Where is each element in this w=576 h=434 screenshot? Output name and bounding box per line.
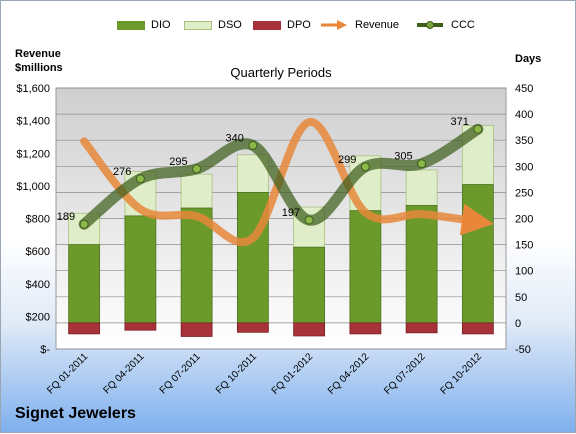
left-tick-label: $600 bbox=[26, 246, 50, 258]
left-axis-title-line2: $millions bbox=[15, 62, 63, 74]
legend-label-dio: DIO bbox=[151, 19, 171, 31]
ccc-data-label: 295 bbox=[169, 156, 187, 168]
dso-bar bbox=[405, 169, 438, 206]
ccc-data-label: 189 bbox=[57, 211, 75, 223]
ccc-point bbox=[360, 162, 370, 172]
right-tick-label: 200 bbox=[515, 214, 533, 226]
dpo-bar bbox=[293, 322, 326, 337]
ccc-data-label: 305 bbox=[394, 151, 412, 163]
left-axis-title: Revenue $millions bbox=[15, 47, 63, 75]
category-tick-label: FQ 04-2011 bbox=[102, 351, 147, 396]
ccc-point bbox=[79, 219, 89, 229]
dpo-bar bbox=[349, 322, 382, 335]
right-tick-label: 300 bbox=[515, 161, 533, 173]
ccc-line bbox=[78, 123, 484, 230]
ccc-data-label: 340 bbox=[226, 132, 244, 144]
legend-label-revenue: Revenue bbox=[355, 19, 400, 31]
category-tick-label: FQ 10-2011 bbox=[214, 351, 259, 396]
category-tick-label: FQ 07-2011 bbox=[158, 351, 203, 396]
ccc-data-label: 276 bbox=[113, 166, 131, 178]
legend-swatch-dso bbox=[184, 20, 212, 30]
dpo-bar bbox=[405, 322, 438, 334]
right-tick-label: 400 bbox=[515, 109, 533, 121]
ccc-data-label: 197 bbox=[282, 207, 300, 219]
ccc-point bbox=[248, 140, 258, 150]
left-tick-label: $800 bbox=[26, 214, 50, 226]
legend-item-dpo: DPO bbox=[253, 17, 311, 33]
legend-label-ccc: CCC bbox=[451, 19, 475, 31]
dio-bar bbox=[405, 205, 438, 324]
dio-bar bbox=[68, 244, 101, 324]
dio-bar bbox=[349, 210, 382, 324]
dpo-bar bbox=[236, 322, 269, 333]
dso-bar bbox=[180, 173, 213, 209]
category-tick-label: FQ 10-2012 bbox=[438, 351, 484, 397]
dio-bar bbox=[180, 207, 213, 324]
left-tick-label: $1,600 bbox=[16, 83, 50, 95]
legend-label-dso: DSO bbox=[218, 19, 242, 31]
dpo-bar bbox=[68, 322, 101, 335]
ccc-data-label: 371 bbox=[451, 116, 469, 128]
left-tick-label: $400 bbox=[26, 279, 50, 291]
ccc-data-label: 299 bbox=[338, 154, 356, 166]
legend-swatch-dpo bbox=[253, 20, 281, 30]
dio-bar bbox=[124, 215, 157, 324]
right-tick-label: 0 bbox=[515, 318, 521, 330]
right-tick-label: 150 bbox=[515, 240, 533, 252]
ccc-point bbox=[473, 124, 483, 134]
legend: DIO DSO DPO Revenue CCC bbox=[1, 17, 576, 33]
legend-item-dso: DSO bbox=[184, 17, 242, 33]
right-axis-title: Days bbox=[515, 53, 542, 65]
left-tick-label: $1,200 bbox=[16, 148, 50, 160]
dpo-bar bbox=[124, 322, 157, 331]
category-tick-label: FQ 04-2012 bbox=[326, 351, 372, 397]
dio-bar bbox=[461, 184, 494, 324]
category-tick-label: FQ 07-2012 bbox=[382, 351, 428, 397]
left-axis-title-line1: Revenue bbox=[15, 48, 61, 60]
category-tick-label: FQ 01-2012 bbox=[270, 351, 316, 397]
ccc-point bbox=[135, 174, 145, 184]
legend-arrow-icon bbox=[321, 20, 347, 30]
revenue-line bbox=[80, 118, 494, 247]
right-tick-label: 100 bbox=[515, 266, 533, 278]
legend-label-dpo: DPO bbox=[287, 19, 311, 31]
dpo-bar bbox=[461, 322, 494, 335]
right-tick-label: 250 bbox=[515, 187, 533, 199]
company-name: Signet Jewelers bbox=[15, 405, 136, 422]
right-tick-label: 450 bbox=[515, 83, 533, 95]
dio-bar bbox=[293, 246, 326, 324]
ccc-point bbox=[417, 159, 427, 169]
chart-subtitle: Quarterly Periods bbox=[230, 65, 332, 80]
right-tick-label: -50 bbox=[515, 344, 531, 356]
legend-item-ccc: CCC bbox=[415, 17, 475, 33]
ccc-point bbox=[192, 164, 202, 174]
legend-line-marker-icon bbox=[417, 21, 443, 29]
right-tick-label: 50 bbox=[515, 292, 527, 304]
right-tick-label: 350 bbox=[515, 135, 533, 147]
legend-item-dio: DIO bbox=[117, 17, 171, 33]
legend-item-revenue: Revenue bbox=[319, 17, 399, 33]
left-tick-label: $1,000 bbox=[16, 181, 50, 193]
category-tick-label: FQ 01-2011 bbox=[45, 351, 90, 396]
left-tick-label: $200 bbox=[26, 311, 50, 323]
left-tick-label: $1,400 bbox=[16, 116, 50, 128]
dpo-bar bbox=[180, 322, 213, 337]
left-tick-label: $- bbox=[40, 344, 50, 356]
legend-swatch-dio bbox=[117, 20, 145, 30]
ccc-point bbox=[304, 215, 314, 225]
